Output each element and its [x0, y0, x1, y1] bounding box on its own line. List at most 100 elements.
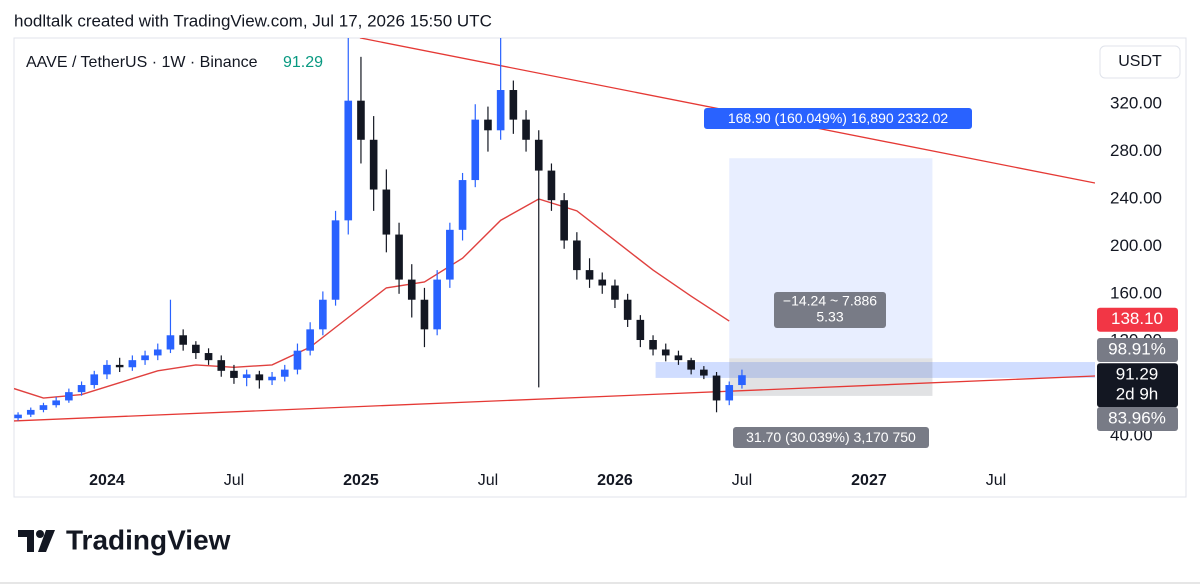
position-ratio: −14.24 ~ 7.886 [783, 293, 877, 309]
candle-body [661, 349, 670, 356]
candle-body [77, 385, 86, 393]
candle-body [344, 100, 353, 221]
candle-body [192, 344, 200, 354]
candle-body [649, 340, 657, 350]
candle-body [242, 374, 251, 378]
brand: TradingView [66, 524, 231, 555]
candle-body [687, 360, 695, 370]
candle-body [39, 405, 48, 410]
candle-body [712, 375, 721, 401]
position-stop-label: 31.70 (30.039%) 3,170 750 [746, 429, 916, 445]
candle-body [407, 279, 416, 300]
candle-body [179, 335, 187, 345]
candle-body [153, 349, 162, 356]
candle-body [26, 409, 35, 415]
x-tick-label: Jul [986, 472, 1006, 489]
candle-body [306, 329, 314, 351]
candle-body [293, 350, 302, 370]
candle-body [560, 200, 568, 241]
candle-body [433, 279, 441, 330]
candle-body [636, 319, 645, 341]
candle-body [382, 189, 391, 235]
candle-body [128, 360, 137, 368]
candle-body [357, 100, 365, 140]
candle-body [484, 119, 492, 131]
last-price-box [1097, 363, 1178, 408]
trendline [14, 375, 1095, 422]
candle-body [14, 414, 22, 419]
x-tick-label: 2027 [851, 472, 887, 489]
candle-body [623, 299, 632, 320]
candle-body [674, 355, 683, 361]
x-tick-label: Jul [224, 472, 244, 489]
candle-body [319, 299, 327, 330]
candle-body [65, 392, 73, 401]
chart-title: AAVE / TetherUS · 1W · Binance [26, 54, 258, 71]
moving-average [14, 198, 730, 399]
position-target-label: 168.90 (160.049%) 16,890 2332.02 [728, 110, 949, 126]
last-price: 91.29 [283, 54, 323, 71]
candle-body [103, 364, 111, 375]
x-tick-label: 2024 [89, 472, 125, 489]
y-tick-label: 320.00 [1110, 94, 1162, 113]
candle-body [725, 385, 734, 401]
y-tick-label: 200.00 [1110, 236, 1162, 255]
upper-percent-label-box [1097, 338, 1178, 362]
candle-body [420, 299, 429, 330]
currency: USDT [1118, 53, 1162, 70]
x-tick-label: 2025 [343, 472, 379, 489]
candle-body [598, 279, 607, 286]
candle-body [547, 170, 556, 201]
header: hodltalk created with TradingView.com, J… [14, 11, 492, 30]
position-target [729, 158, 933, 359]
x-tick-label: 2026 [597, 472, 633, 489]
candle-body [52, 400, 60, 406]
candle-body [268, 376, 276, 381]
candle-body [217, 360, 226, 371]
candle-body [496, 90, 505, 131]
lower-percent-label-box [1097, 407, 1178, 431]
candle-body [395, 234, 403, 280]
last-price-label: 91.29 [1116, 365, 1159, 384]
candle-body [255, 374, 264, 381]
currency-box[interactable] [1099, 45, 1181, 79]
y-tick-label: 160.00 [1110, 283, 1162, 302]
candle-body [141, 355, 149, 361]
candle-body [700, 369, 708, 376]
candle-body [369, 139, 378, 190]
plot-area [14, 38, 1095, 422]
candle-body [573, 240, 581, 271]
position-target-label-box [704, 108, 972, 129]
candle-body [585, 270, 594, 280]
brand-logo [18, 530, 55, 552]
candle-body [738, 375, 746, 386]
candle-body [471, 119, 480, 181]
candle-body [509, 90, 518, 120]
candle-body [331, 220, 340, 300]
candle-body [446, 229, 454, 280]
countdown-label: 2d 9h [1116, 385, 1159, 404]
position-ratio-box [774, 292, 886, 328]
upper-percent-label: 98.91% [1108, 339, 1166, 358]
ma-price-label-box [1097, 307, 1178, 332]
candle-body [280, 369, 289, 377]
x-tick-label: Jul [732, 472, 752, 489]
overlay: 2024 Jul 2025 Jul 2026 Jul 2027 Jul 168.90 (160.… [89, 94, 1178, 489]
candle-body [534, 139, 543, 171]
y-tick-label: 240.00 [1110, 189, 1162, 208]
candle-body [115, 364, 124, 368]
candle-body [458, 180, 467, 230]
price-zone [655, 362, 1095, 378]
candle-body [204, 353, 213, 361]
candle-body [166, 335, 175, 350]
y-tick-label: 280.00 [1110, 141, 1162, 160]
lower-percent-label: 83.96% [1108, 408, 1166, 427]
x-tick-label: Jul [478, 472, 498, 489]
position-stop-label-box [733, 427, 929, 448]
candle-body [230, 370, 238, 378]
chart-frame [13, 37, 1187, 498]
ma-price-label: 138.10 [1111, 309, 1163, 328]
position-ratio: 5.33 [816, 309, 843, 325]
candle-body [611, 285, 619, 300]
